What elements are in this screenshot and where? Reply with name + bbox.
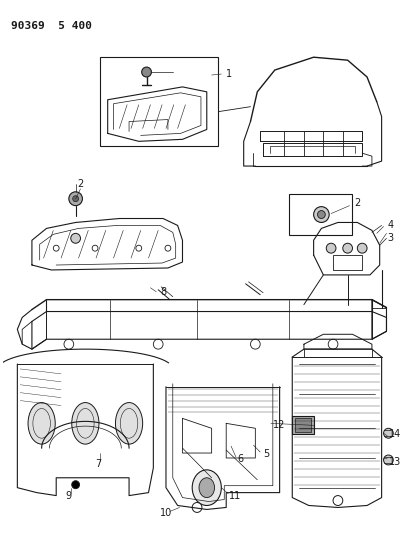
Text: 9: 9 [66, 490, 72, 500]
Circle shape [317, 211, 324, 219]
Circle shape [313, 207, 328, 222]
Circle shape [383, 455, 392, 465]
Ellipse shape [72, 402, 99, 444]
Ellipse shape [192, 470, 221, 505]
Ellipse shape [115, 402, 142, 444]
Circle shape [356, 243, 366, 253]
Circle shape [153, 339, 163, 349]
Text: 11: 11 [228, 490, 241, 500]
Text: 13: 13 [388, 457, 401, 467]
Circle shape [327, 339, 337, 349]
Circle shape [342, 243, 352, 253]
Text: 6: 6 [237, 454, 243, 464]
Circle shape [136, 245, 141, 251]
Circle shape [53, 245, 59, 251]
Circle shape [92, 245, 98, 251]
Circle shape [326, 243, 335, 253]
Circle shape [69, 192, 82, 206]
Text: 14: 14 [388, 429, 401, 439]
Text: 10: 10 [160, 508, 172, 519]
Text: 3: 3 [386, 233, 392, 243]
Circle shape [64, 339, 74, 349]
Circle shape [70, 233, 80, 243]
Bar [292, 416, 313, 434]
Circle shape [72, 196, 78, 201]
Bar [289, 194, 352, 236]
Text: 5: 5 [262, 449, 269, 459]
Circle shape [332, 496, 342, 505]
Text: 12: 12 [272, 421, 284, 430]
Bar [100, 57, 218, 146]
Bar [294, 418, 310, 432]
Ellipse shape [28, 402, 55, 444]
Circle shape [72, 481, 79, 489]
Text: 7: 7 [95, 459, 101, 469]
Circle shape [192, 503, 201, 512]
Circle shape [164, 245, 171, 251]
Text: 90369  5 400: 90369 5 400 [11, 21, 91, 30]
Ellipse shape [198, 478, 214, 498]
Circle shape [250, 339, 260, 349]
Text: 2: 2 [354, 198, 360, 208]
Text: 4: 4 [386, 221, 392, 230]
Text: 1: 1 [226, 69, 232, 79]
Text: 8: 8 [160, 287, 166, 297]
Text: 2: 2 [77, 179, 83, 189]
Circle shape [383, 429, 392, 438]
Bar [332, 255, 361, 270]
Circle shape [141, 67, 151, 77]
